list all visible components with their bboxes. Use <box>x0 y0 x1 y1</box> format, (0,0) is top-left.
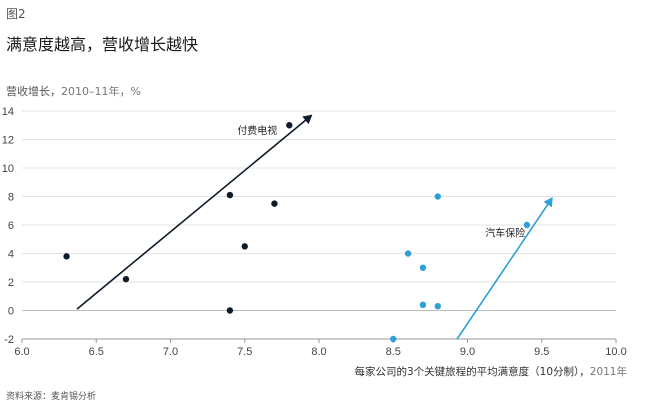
y-axis-label: 营收增长，2010–11年，% <box>6 83 141 99</box>
data-point <box>226 191 234 199</box>
data-point <box>286 122 293 129</box>
source-note: 资料来源：麦肯锡分析 <box>6 392 97 402</box>
y-tick-label: -2 <box>4 334 14 346</box>
y-axis-label-text: 营收增长， <box>6 85 61 98</box>
data-point <box>419 301 427 308</box>
y-tick-label: 12 <box>2 135 14 147</box>
data-point <box>226 307 234 314</box>
trend-arrow <box>76 114 313 310</box>
series-label: 汽车保险 <box>485 226 525 239</box>
data-point <box>434 193 441 200</box>
x-tick-label: 9.0 <box>460 346 475 358</box>
data-point <box>404 250 412 257</box>
x-tick-label: 10.0 <box>605 346 626 358</box>
data-point <box>241 243 248 250</box>
data-point <box>419 264 427 271</box>
y-tick-label: 10 <box>2 163 14 175</box>
x-axis-label: 每家公司的3个关键旅程的平均满意度（10分制），2011年 <box>354 365 627 378</box>
x-axis-label-unit: 2011年 <box>590 365 627 378</box>
data-point <box>390 335 397 343</box>
trend-arrow <box>456 197 553 340</box>
data-points <box>63 122 531 343</box>
data-point <box>523 221 531 229</box>
x-tick-label: 7.0 <box>163 346 178 358</box>
y-tick-label: 14 <box>2 106 14 118</box>
series-label: 付费电视 <box>237 124 277 137</box>
y-axis-label-unit: 2010–11年，% <box>61 85 141 98</box>
trend-lines <box>76 114 553 340</box>
data-point <box>271 200 278 207</box>
x-tick-label: 7.5 <box>237 346 252 358</box>
data-point <box>63 253 70 260</box>
y-tick-label: 8 <box>8 192 14 204</box>
data-point <box>122 275 130 283</box>
x-tick-label: 6.5 <box>89 346 104 358</box>
y-tick-label: 6 <box>8 220 14 232</box>
axes: -2 0 2 4 6 8 10 12 14 6.0 6.5 7.0 7.5 8.0 8.5 9.0 9.5 10.… <box>2 106 627 358</box>
x-tick-label: 8.5 <box>386 346 401 358</box>
x-tick-label: 9.5 <box>534 346 549 358</box>
chart-title: 满意度越高，营收增长越快 <box>6 35 199 54</box>
grid-lines <box>22 110 616 340</box>
data-point <box>434 303 441 310</box>
y-tick-label: 2 <box>8 277 14 289</box>
x-tick-label: 6.0 <box>14 346 29 358</box>
y-tick-label: 4 <box>8 249 14 261</box>
x-tick-label: 8.0 <box>311 346 326 358</box>
figure-label: 图2 <box>6 7 26 21</box>
y-tick-label: 0 <box>8 306 14 318</box>
x-axis-label-text: 每家公司的3个关键旅程的平均满意度（10分制）， <box>354 365 589 378</box>
